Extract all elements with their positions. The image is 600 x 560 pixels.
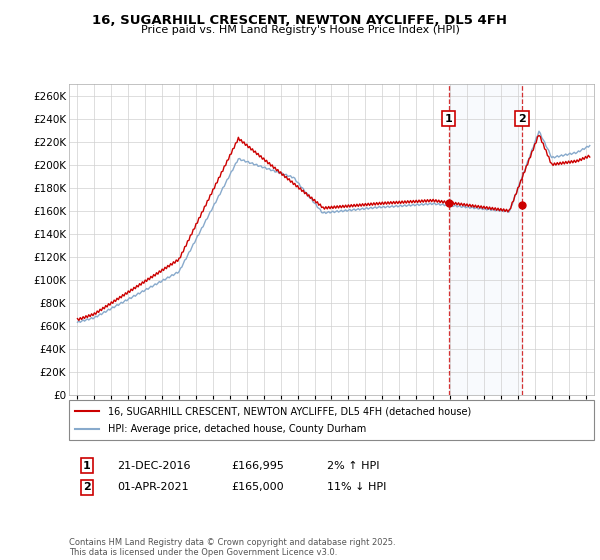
Bar [449, 84, 522, 395]
Text: 1: 1 [83, 461, 91, 471]
Text: 11% ↓ HPI: 11% ↓ HPI [327, 482, 386, 492]
Text: HPI: Average price, detached house, County Durham: HPI: Average price, detached house, Coun… [108, 423, 366, 433]
Text: 2: 2 [83, 482, 91, 492]
Text: Price paid vs. HM Land Registry's House Price Index (HPI): Price paid vs. HM Land Registry's House … [140, 25, 460, 35]
Text: £165,000: £165,000 [231, 482, 284, 492]
Text: 2: 2 [518, 114, 526, 124]
Text: Contains HM Land Registry data © Crown copyright and database right 2025.
This d: Contains HM Land Registry data © Crown c… [69, 538, 395, 557]
Text: 16, SUGARHILL CRESCENT, NEWTON AYCLIFFE, DL5 4FH (detached house): 16, SUGARHILL CRESCENT, NEWTON AYCLIFFE,… [108, 407, 471, 417]
Text: 1: 1 [445, 114, 452, 124]
Text: £166,995: £166,995 [231, 461, 284, 471]
Text: 21-DEC-2016: 21-DEC-2016 [117, 461, 191, 471]
Text: 01-APR-2021: 01-APR-2021 [117, 482, 188, 492]
Text: 16, SUGARHILL CRESCENT, NEWTON AYCLIFFE, DL5 4FH: 16, SUGARHILL CRESCENT, NEWTON AYCLIFFE,… [92, 14, 508, 27]
Text: 2% ↑ HPI: 2% ↑ HPI [327, 461, 380, 471]
